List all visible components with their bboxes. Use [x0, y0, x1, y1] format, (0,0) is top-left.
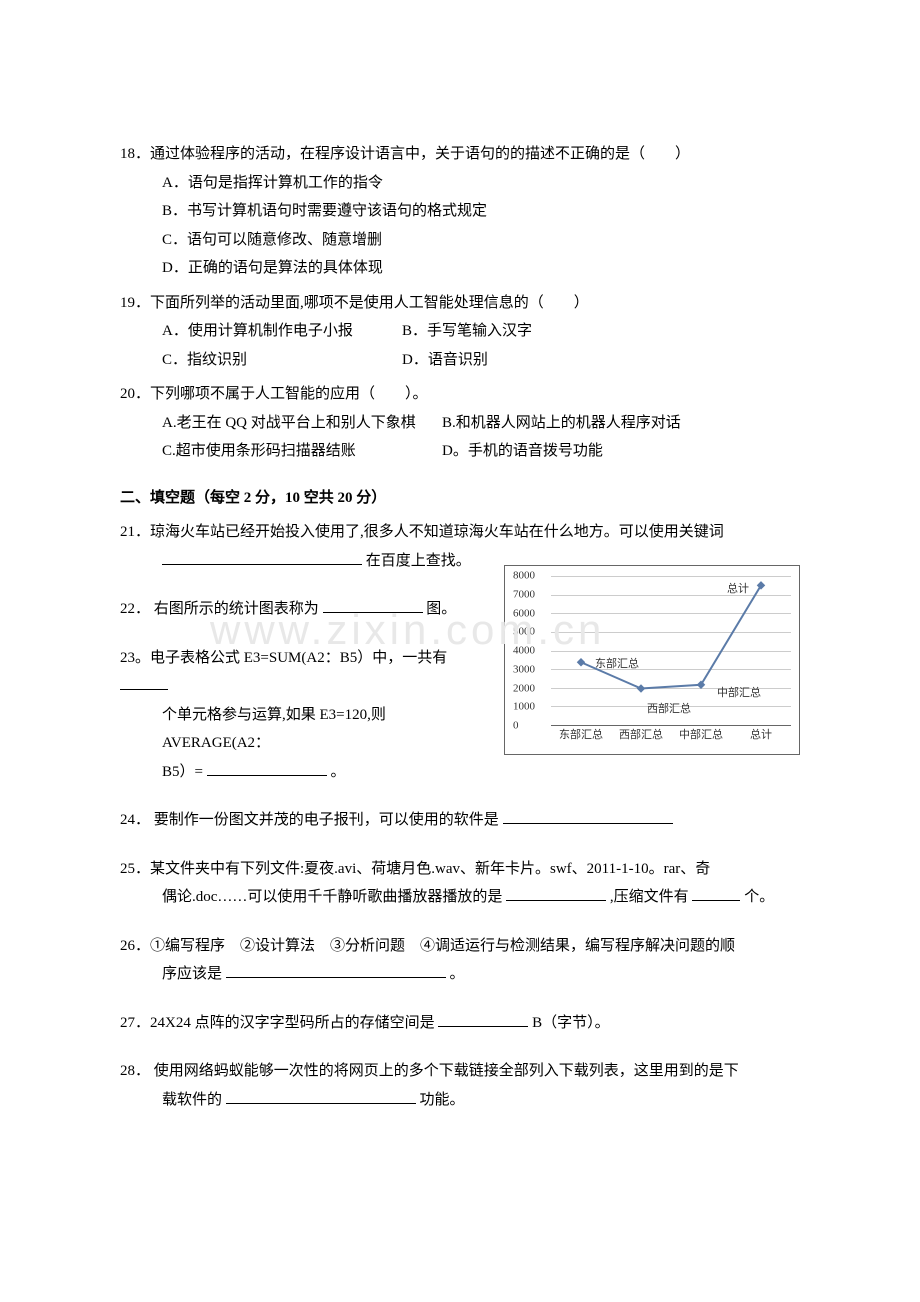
q23-blank1 — [120, 675, 168, 690]
chart-plot-area: 东部汇总西部汇总 中部汇总 总计 — [551, 576, 791, 726]
question-19: 19．下面所列举的活动里面,哪项不是使用人工智能处理信息的（ ） A．使用计算机… — [120, 289, 800, 375]
q21-line1: 21．琼海火车站已经开始投入使用了,很多人不知道琼海火车站在什么地方。可以使用关… — [120, 518, 800, 547]
q19-opt-a: A．使用计算机制作电子小报 — [162, 317, 402, 346]
chart-data-label: 东部汇总 — [595, 654, 639, 675]
chart-y-tick: 6000 — [513, 603, 535, 624]
q26-line2-pre: 序应该是 — [162, 966, 222, 982]
q26-blank — [226, 963, 446, 978]
q27-pre: 27．24X24 点阵的汉字字型码所占的存储空间是 — [120, 1015, 435, 1031]
question-24: 24． 要制作一份图文并茂的电子报刊，可以使用的软件是 — [120, 806, 800, 835]
question-18: 18．通过体验程序的活动，在程序设计语言中，关于语句的的描述不正确的是（ ） A… — [120, 140, 800, 283]
chart-y-tick: 8000 — [513, 566, 535, 587]
question-23: 23。电子表格公式 E3=SUM(A2：B5）中，一共有 个单元格参与运算,如果… — [120, 644, 480, 787]
q28-line1: 28． 使用网络蚂蚁能够一次性的将网页上的多个下载链接全部列入下载列表，这里用到… — [120, 1057, 800, 1086]
q28-line2-pre: 载软件的 — [162, 1092, 222, 1108]
q18-opt-d: D．正确的语句是算法的具体体现 — [162, 254, 800, 283]
question-25: 25．某文件夹中有下列文件:夏夜.avi、荷塘月色.wav、新年卡片。swf、2… — [120, 855, 800, 912]
chart-y-tick: 4000 — [513, 641, 535, 662]
q22-blank — [323, 598, 423, 613]
q20-opt-d: D。手机的语音拨号功能 — [442, 437, 603, 466]
q26-line1: 26．①编写程序 ②设计算法 ③分析问题 ④调适运行与检测结果，编写程序解决问题… — [120, 932, 800, 961]
chart-y-tick: 1000 — [513, 697, 535, 718]
q22-pre: 22． 右图所示的统计图表称为 — [120, 601, 319, 617]
q25-line2-mid: ,压缩文件有 — [610, 889, 689, 905]
q24-pre: 24． 要制作一份图文并茂的电子报刊，可以使用的软件是 — [120, 812, 499, 828]
question-28: 28． 使用网络蚂蚁能够一次性的将网页上的多个下载链接全部列入下载列表，这里用到… — [120, 1057, 800, 1114]
q25-line1: 25．某文件夹中有下列文件:夏夜.avi、荷塘月色.wav、新年卡片。swf、2… — [120, 855, 800, 884]
q18-opt-a: A．语句是指挥计算机工作的指令 — [162, 169, 800, 198]
chart-y-tick: 0 — [513, 716, 519, 737]
q20-opt-a: A.老王在 QQ 对战平台上和别人下象棋 — [162, 409, 442, 438]
line-chart: 东部汇总西部汇总中部汇总总计 0100020003000400050006000… — [504, 565, 800, 755]
chart-x-tick: 总计 — [750, 725, 772, 746]
q20-options: A.老王在 QQ 对战平台上和别人下象棋 B.和机器人网站上的机器人程序对话 C… — [120, 409, 800, 466]
q19-options: A．使用计算机制作电子小报 B．手写笔输入汉字 C．指纹识别 D．语音识别 — [120, 317, 800, 374]
q20-stem: 20．下列哪项不属于人工智能的应用（ ）。 — [120, 380, 800, 409]
q25-blank2 — [692, 886, 740, 901]
q19-opt-c: C．指纹识别 — [162, 346, 402, 375]
chart-y-tick: 3000 — [513, 659, 535, 680]
q21-tail: 在百度上查找。 — [366, 553, 471, 569]
question-20: 20．下列哪项不属于人工智能的应用（ ）。 A.老王在 QQ 对战平台上和别人下… — [120, 380, 800, 466]
q27-blank — [438, 1012, 528, 1027]
q23-line3-post: 。 — [330, 764, 345, 780]
q25-line2-pre: 偶论.doc……可以使用千千静听歌曲播放器播放的是 — [162, 889, 502, 905]
q28-blank — [226, 1089, 416, 1104]
q25-blank1 — [506, 886, 606, 901]
q20-opt-b: B.和机器人网站上的机器人程序对话 — [442, 409, 681, 438]
q23-line2: 个单元格参与运算,如果 E3=120,则 AVERAGE(A2： — [162, 707, 386, 752]
q18-options: A．语句是指挥计算机工作的指令 B．书写计算机语句时需要遵守该语句的格式规定 C… — [120, 169, 800, 283]
q18-stem: 18．通过体验程序的活动，在程序设计语言中，关于语句的的描述不正确的是（ ） — [120, 140, 800, 169]
q23-blank2 — [207, 761, 327, 776]
question-26: 26．①编写程序 ②设计算法 ③分析问题 ④调适运行与检测结果，编写程序解决问题… — [120, 932, 800, 989]
q25-line2-post: 个。 — [744, 889, 774, 905]
chart-x-tick: 西部汇总 — [619, 725, 663, 746]
q18-opt-c: C．语句可以随意修改、随意增删 — [162, 226, 800, 255]
q23-line1: 23。电子表格公式 E3=SUM(A2：B5）中，一共有 — [120, 650, 447, 666]
q19-opt-b: B．手写笔输入汉字 — [402, 317, 532, 346]
chart-data-label: 中部汇总 — [717, 683, 761, 704]
chart-y-tick: 5000 — [513, 622, 535, 643]
q21-blank — [162, 550, 362, 565]
chart-y-tick: 7000 — [513, 584, 535, 605]
q22-post: 图。 — [426, 601, 456, 617]
chart-y-tick: 2000 — [513, 678, 535, 699]
question-27: 27．24X24 点阵的汉字字型码所占的存储空间是 B（字节）。 — [120, 1009, 800, 1038]
chart-x-tick: 中部汇总 — [679, 725, 723, 746]
section-2-title: 二、填空题（每空 2 分，10 空共 20 分） — [120, 484, 800, 513]
q23-line3-pre: B5）= — [162, 764, 203, 780]
chart-data-label: 总计 — [727, 579, 749, 600]
chart-x-tick: 东部汇总 — [559, 725, 603, 746]
chart-data-label: 西部汇总 — [647, 699, 691, 720]
q19-opt-d: D．语音识别 — [402, 346, 488, 375]
q19-stem: 19．下面所列举的活动里面,哪项不是使用人工智能处理信息的（ ） — [120, 289, 800, 318]
q26-line2-post: 。 — [450, 966, 465, 982]
q18-opt-b: B．书写计算机语句时需要遵守该语句的格式规定 — [162, 197, 800, 226]
q24-blank — [503, 809, 673, 824]
q20-opt-c: C.超市使用条形码扫描器结账 — [162, 437, 442, 466]
q28-line2-post: 功能。 — [420, 1092, 465, 1108]
q27-post: B（字节）。 — [532, 1015, 610, 1031]
